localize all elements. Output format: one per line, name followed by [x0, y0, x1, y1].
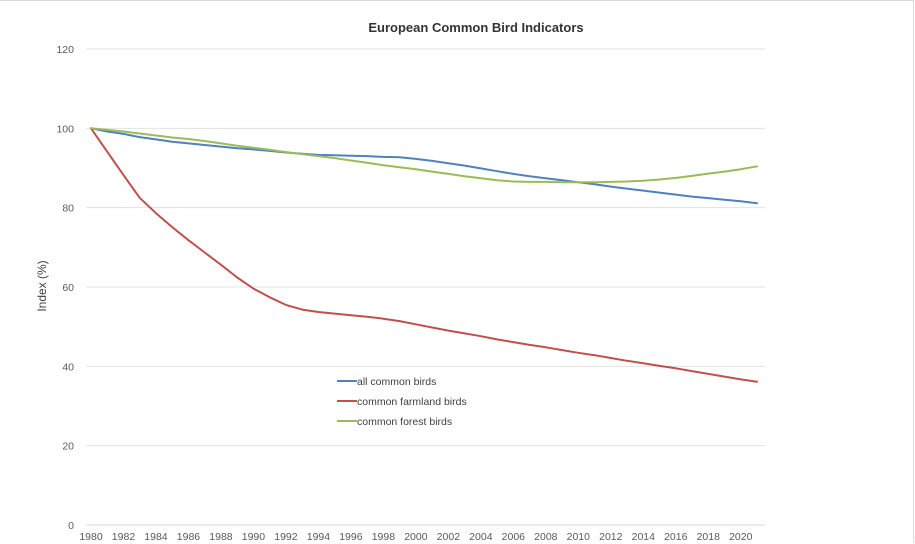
x-tick-label: 1982: [112, 531, 136, 543]
x-tick-label: 2008: [534, 531, 558, 543]
x-tick-label: 1998: [372, 531, 396, 543]
x-tick-label: 1994: [307, 531, 331, 543]
y-tick-label: 80: [62, 203, 74, 215]
x-tick-label: 2012: [599, 531, 623, 543]
y-tick-label: 100: [56, 123, 74, 135]
y-tick-label: 60: [62, 282, 74, 294]
x-tick-label: 2004: [469, 531, 493, 543]
x-tick-label: 1990: [242, 531, 266, 543]
chart-title: European Common Bird Indicators: [368, 20, 583, 35]
x-tick-label: 1996: [339, 531, 363, 543]
legend-label: common farmland birds: [357, 396, 467, 408]
x-tick-label: 2018: [697, 531, 721, 543]
x-axis-ticks: 1980 1982 1984 1986 1988 1990 1992 1994 1996 1998…: [79, 531, 752, 543]
x-tick-label: 2010: [567, 531, 591, 543]
gridlines: [86, 48, 765, 447]
legend-label: common forest birds: [357, 416, 452, 428]
x-tick-label: 1988: [209, 531, 233, 543]
series-line-common-forest-birds: [90, 127, 758, 184]
series-line-common-farmland-birds: [90, 127, 758, 383]
x-tick-label: 2014: [632, 531, 656, 543]
y-tick-label: 120: [56, 44, 74, 56]
legend-item: common farmland birds: [337, 396, 467, 408]
x-tick-label: 2002: [437, 531, 461, 543]
y-tick-label: 20: [62, 441, 74, 453]
x-tick-label: 2000: [404, 531, 428, 543]
y-tick-label: 40: [62, 361, 74, 373]
x-tick-label: 2020: [729, 531, 753, 543]
series-line-all-common-birds: [90, 127, 758, 205]
series-lines: [90, 127, 758, 383]
y-axis-title: Index (%): [35, 260, 49, 311]
x-tick-label: 1992: [274, 531, 298, 543]
x-tick-label: 2016: [664, 531, 688, 543]
x-tick-label: 2006: [502, 531, 526, 543]
legend-label: all common birds: [357, 376, 436, 388]
legend-item: common forest birds: [337, 416, 452, 428]
x-tick-label: 1984: [144, 531, 168, 543]
x-tick-label: 1980: [79, 531, 103, 543]
legend-item: all common birds: [337, 376, 436, 388]
y-axis-ticks: 0 20 40 60 80 100 120: [56, 44, 74, 532]
x-tick-label: 1986: [177, 531, 201, 543]
legend: all common birds common farmland birds com…: [337, 376, 467, 428]
y-tick-label: 0: [68, 520, 74, 532]
